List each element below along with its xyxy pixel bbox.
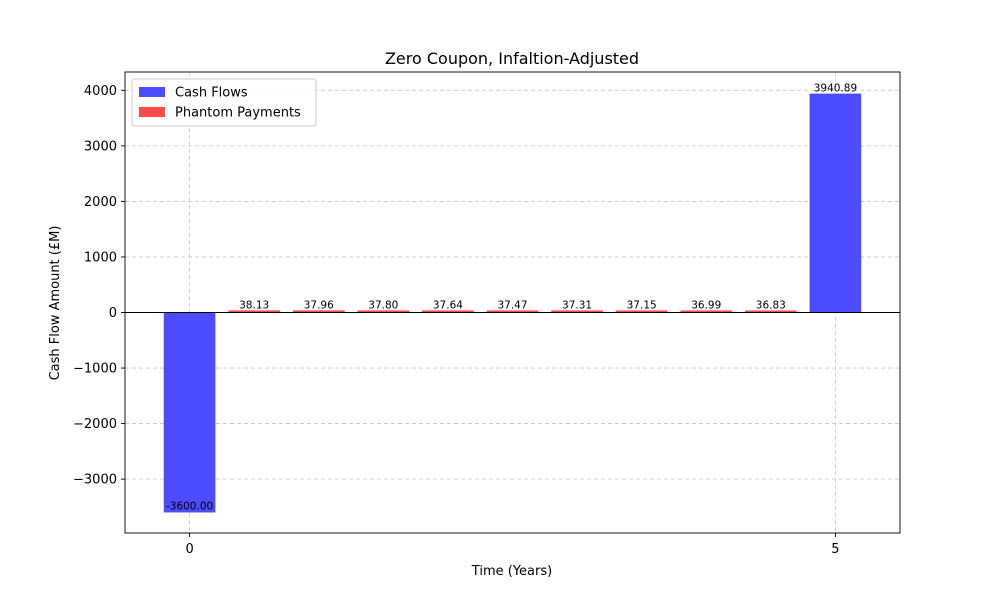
- axes: −3000 −2000 −1000 0 1000 2000 3000 4000 0 5: [73, 71, 901, 557]
- legend-swatch: [139, 87, 165, 97]
- data-label: 37.80: [368, 299, 398, 311]
- data-label: 37.31: [562, 299, 592, 311]
- data-label: 37.64: [433, 299, 463, 311]
- bar: [163, 312, 216, 513]
- legend-label: Cash Flows: [175, 86, 248, 101]
- bar: [680, 310, 733, 313]
- chart-title: Zero Coupon, Infaltion-Adjusted: [385, 49, 639, 68]
- data-label: 3940.89: [814, 83, 857, 95]
- y-tick-label: 1000: [84, 250, 117, 265]
- plot-frame: [124, 71, 901, 534]
- bar: [486, 310, 539, 313]
- legend-box: [131, 78, 317, 127]
- bar: [422, 310, 474, 313]
- data-label: 37.96: [304, 299, 334, 311]
- bar: [228, 310, 280, 313]
- data-label: 37.15: [627, 299, 657, 311]
- data-label: 36.99: [691, 299, 721, 311]
- bar: [809, 93, 862, 313]
- data-label: 37.47: [497, 299, 527, 311]
- bar: [615, 310, 668, 313]
- y-tick-label: 3000: [84, 139, 117, 154]
- legend-swatch: [139, 107, 165, 117]
- x-tick-label: 0: [185, 542, 193, 557]
- bar: [551, 310, 603, 313]
- data-label: 36.83: [756, 299, 786, 311]
- x-tick-label: 5: [831, 542, 839, 557]
- bars: [163, 93, 862, 513]
- y-tick-label: 0: [109, 306, 117, 321]
- legend-label: Phantom Payments: [175, 106, 301, 121]
- y-tick-label: −3000: [73, 473, 117, 488]
- data-label: 38.13: [239, 299, 269, 311]
- y-axis-title: Cash Flow Amount (£M): [48, 226, 63, 381]
- bar: [745, 310, 797, 313]
- x-axis-title: Time (Years): [471, 564, 552, 579]
- y-tick-label: 2000: [84, 195, 117, 210]
- y-tick-label: −2000: [73, 417, 117, 432]
- bar: [357, 310, 410, 313]
- legend: Cash Flows Phantom Payments: [131, 78, 317, 127]
- data-label: -3600.00: [166, 500, 213, 512]
- y-tick-label: −1000: [73, 362, 117, 377]
- data-labels: -3600.00 3940.89 38.13 37.96 37.80 37.64 37.47…: [166, 83, 857, 513]
- bar: [292, 310, 345, 313]
- y-tick-label: 4000: [84, 84, 117, 99]
